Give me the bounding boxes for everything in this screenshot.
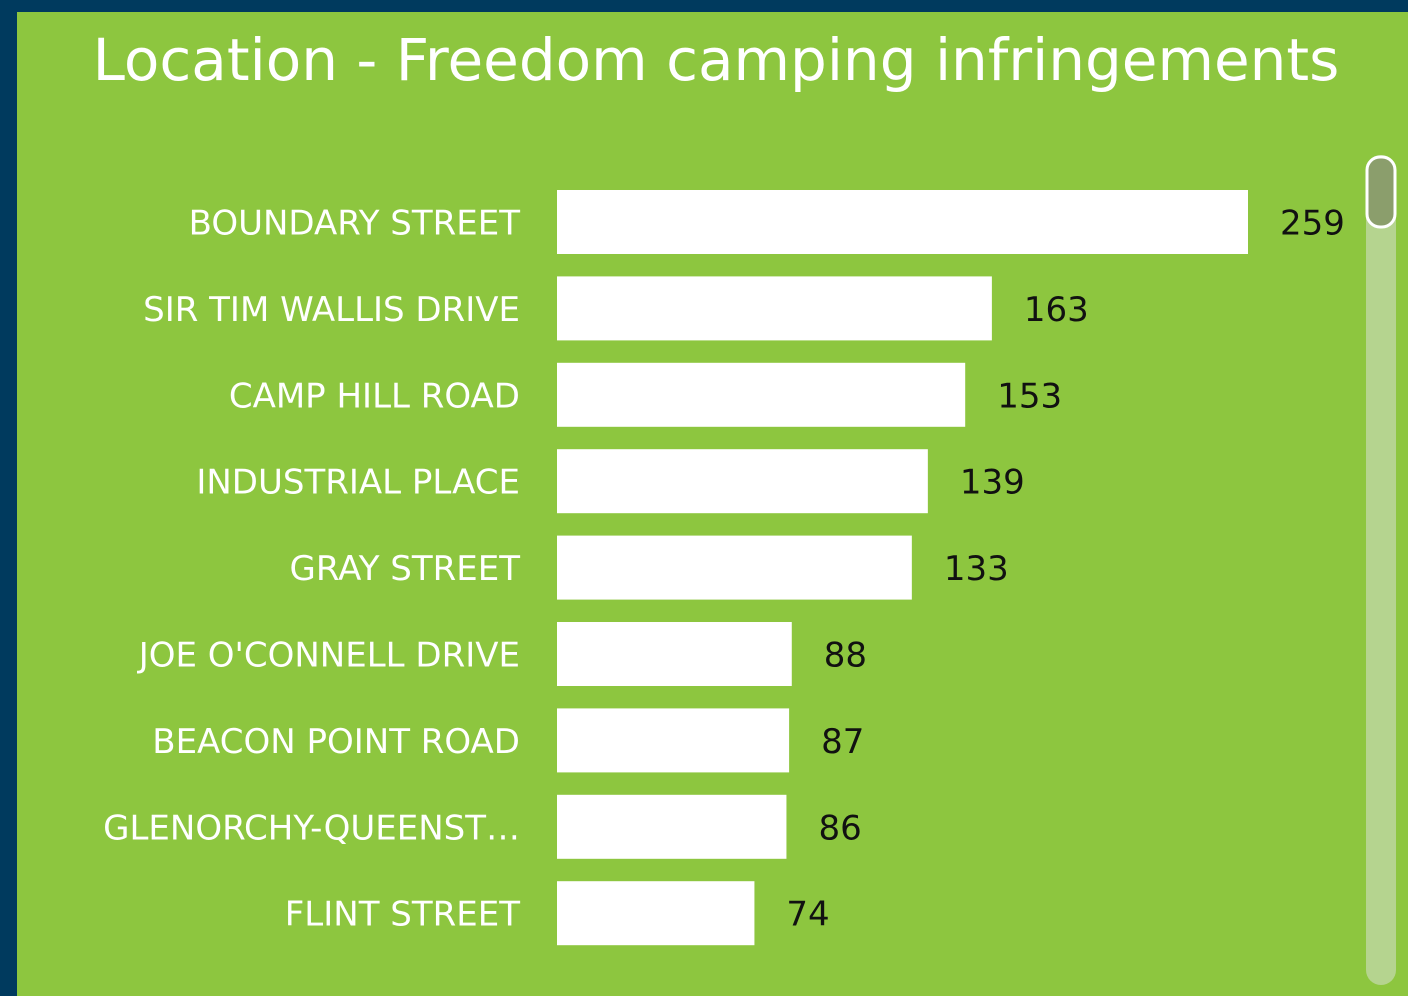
category-label: SIR TIM WALLIS DRIVE	[143, 290, 520, 330]
bar	[557, 881, 755, 946]
scrollbar[interactable]	[1365, 155, 1397, 985]
data-label: 86	[818, 808, 861, 848]
category-label: BOUNDARY STREET	[189, 204, 521, 244]
data-label: 163	[1024, 290, 1089, 330]
bar	[557, 535, 912, 600]
data-label: 133	[944, 549, 1009, 589]
bar	[557, 449, 928, 514]
category-label: JOE O'CONNELL DRIVE	[137, 636, 520, 676]
scroll-thumb[interactable]	[1365, 155, 1397, 229]
data-label: 139	[960, 463, 1025, 503]
data-label: 259	[1280, 204, 1345, 244]
data-label: 74	[786, 895, 829, 935]
bar	[557, 708, 790, 773]
bar	[557, 276, 992, 341]
category-label: FLINT STREET	[285, 895, 520, 935]
bar	[557, 622, 792, 686]
category-label: GLENORCHY-QUEENST…	[103, 808, 520, 848]
category-label: CAMP HILL ROAD	[229, 376, 520, 416]
data-label: 87	[821, 722, 864, 762]
category-label: BEACON POINT ROAD	[152, 722, 520, 762]
bar	[557, 190, 1248, 254]
category-label: GRAY STREET	[290, 549, 521, 589]
bar	[557, 362, 966, 427]
scroll-track[interactable]	[1366, 155, 1396, 985]
category-label: INDUSTRIAL PLACE	[196, 463, 520, 503]
bar	[557, 794, 787, 859]
data-label: 153	[997, 376, 1062, 416]
chart-title: Location - Freedom camping infringements	[93, 26, 1340, 94]
data-label: 88	[824, 636, 867, 676]
